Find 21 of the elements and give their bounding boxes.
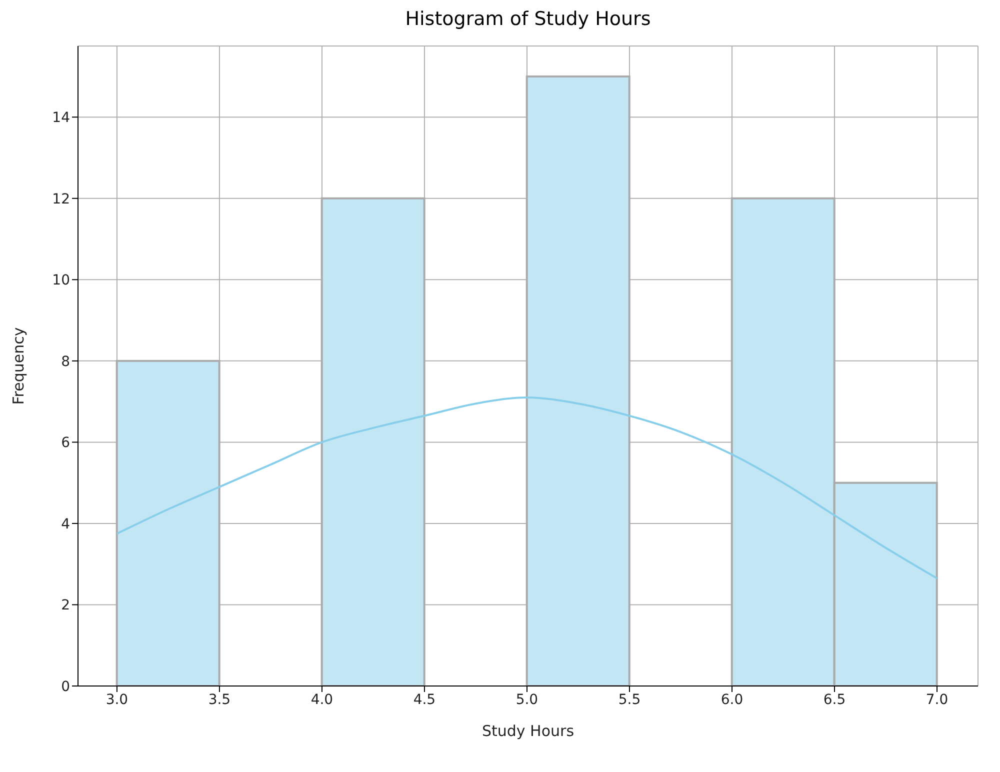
- chart-title: Histogram of Study Hours: [404, 8, 652, 30]
- y-tick-label: 10: [52, 272, 70, 289]
- x-tick-label: 6.5: [823, 692, 846, 708]
- y-tick-label: 0: [61, 678, 70, 695]
- x-tick-label: 3.5: [208, 692, 231, 708]
- y-tick-label: 8: [61, 354, 70, 370]
- y-tick-label: 12: [52, 191, 70, 208]
- x-tick-label: 3.0: [106, 692, 128, 708]
- line-series: [116, 396, 938, 580]
- y-tick-label: 4: [61, 516, 70, 532]
- x-tick-label: 5.0: [516, 692, 538, 708]
- y-tick-label: 14: [52, 110, 70, 126]
- x-tick-label: 4.5: [413, 692, 436, 708]
- x-axis-title: Study Hours: [482, 722, 574, 740]
- x-tick-label: 7.0: [926, 692, 948, 708]
- y-tick-label: 2: [61, 598, 70, 614]
- y-tick-label: 6: [61, 435, 70, 452]
- x-tick-label: 6.0: [720, 692, 744, 708]
- y-axis-title: Frequency: [9, 327, 28, 405]
- x-tick-label: 4.0: [310, 692, 334, 708]
- x-tick-label: 5.5: [618, 692, 641, 708]
